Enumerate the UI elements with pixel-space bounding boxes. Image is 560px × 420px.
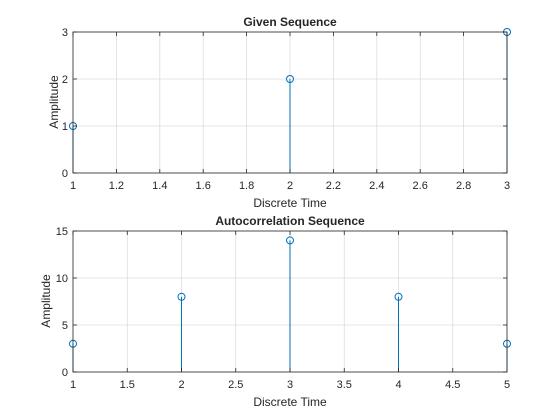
x-tick-label: 3.5 xyxy=(337,379,352,391)
x-tick-label: 2.6 xyxy=(413,180,428,192)
y-tick-label: 2 xyxy=(62,74,68,86)
x-tick-label: 3 xyxy=(287,379,293,391)
x-tick-label: 2 xyxy=(178,379,184,391)
x-tick-label: 1.2 xyxy=(109,180,124,192)
x-tick-label: 1 xyxy=(70,379,76,391)
chart-title: Given Sequence xyxy=(243,15,337,29)
y-tick-label: 10 xyxy=(56,273,68,285)
stem-marker xyxy=(177,292,186,301)
x-tick-label: 2 xyxy=(287,180,293,192)
x-tick-label: 5 xyxy=(504,379,510,391)
x-tick-label: 2.4 xyxy=(369,180,384,192)
x-tick-label: 4 xyxy=(395,379,401,391)
y-tick-label: 0 xyxy=(62,367,68,379)
stem-marker xyxy=(286,236,294,245)
y-tick-label: 15 xyxy=(56,226,68,238)
y-tick-label: 5 xyxy=(62,320,68,332)
stem-marker xyxy=(394,292,403,301)
chart-title: Autocorrelation Sequence xyxy=(215,214,365,228)
x-tick-label: 2.2 xyxy=(326,180,341,192)
tick-group: 1 1.5 2 2.5 3 3.5 4 4.5 5 0 5 10 15 xyxy=(56,226,510,391)
x-axis-label: Discrete Time xyxy=(253,395,327,409)
x-tick-label: 2.5 xyxy=(228,379,243,391)
y-axis-label: Amplitude xyxy=(39,274,53,328)
y-tick-label: 0 xyxy=(62,168,68,180)
x-axis-label: Discrete Time xyxy=(253,196,327,210)
x-tick-label: 2.8 xyxy=(456,180,471,192)
x-tick-label: 1.5 xyxy=(120,379,135,391)
x-tick-label: 1.6 xyxy=(196,180,211,192)
x-tick-label: 1.8 xyxy=(239,180,254,192)
x-tick-label: 1.4 xyxy=(152,180,167,192)
stem-marker xyxy=(286,75,294,83)
x-tick-label: 1 xyxy=(70,180,76,192)
x-tick-label: 4.5 xyxy=(445,379,460,391)
y-tick-label: 1 xyxy=(62,121,68,133)
x-tick-label: 3 xyxy=(504,180,510,192)
y-tick-label: 3 xyxy=(62,27,68,39)
subplot-autocorrelation-sequence: 1 1.5 2 2.5 3 3.5 4 4.5 5 0 5 10 15 Autocorrelation … xyxy=(39,214,511,409)
y-axis-label: Amplitude xyxy=(47,75,61,129)
